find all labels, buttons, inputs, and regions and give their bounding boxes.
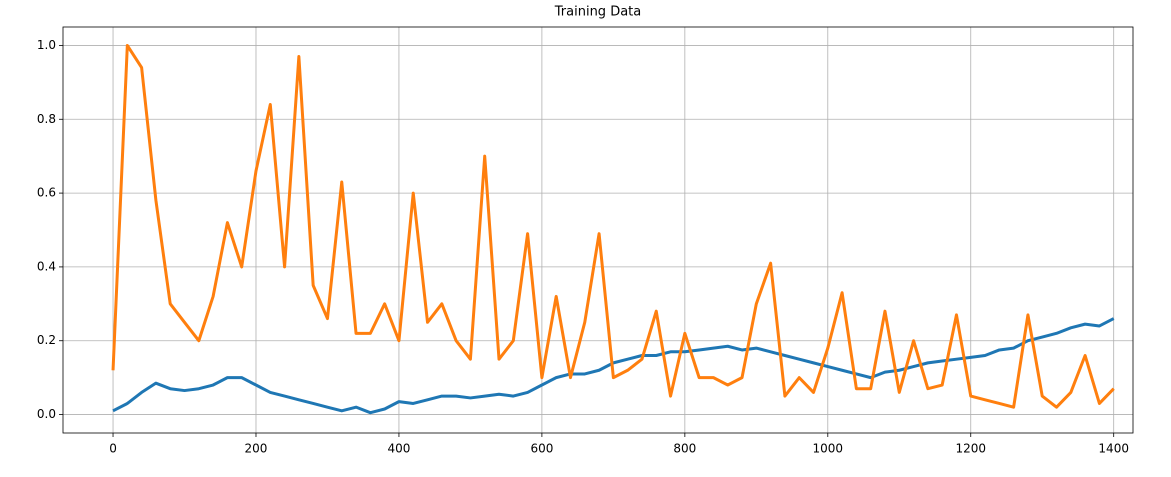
data-line	[111, 43, 1115, 409]
x-tick-label: 200	[245, 442, 268, 456]
y-tick-label: 0.4	[37, 259, 56, 273]
plot-frame	[62, 26, 1134, 434]
x-tick-label: 1400	[1098, 442, 1129, 456]
y-tick-label: 0.8	[37, 112, 56, 126]
x-tick-label: 800	[673, 442, 696, 456]
x-tick-label: 1000	[813, 442, 844, 456]
chart-title: Training Data	[554, 5, 641, 20]
y-tick-label: 0.2	[37, 333, 56, 347]
y-tick-label: 1.0	[37, 38, 56, 52]
y-tick-label: 0.6	[37, 186, 56, 200]
x-tick-label: 0	[109, 442, 117, 456]
x-tick-label: 600	[530, 442, 553, 456]
y-tick-label: 0.0	[37, 407, 56, 421]
x-tick-label: 400	[387, 442, 410, 456]
x-tick-label: 1200	[955, 442, 986, 456]
